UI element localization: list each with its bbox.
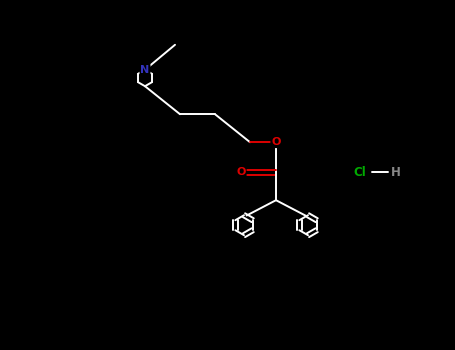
Text: O: O xyxy=(236,167,246,177)
Text: O: O xyxy=(271,137,281,147)
Text: H: H xyxy=(391,166,401,178)
Text: Cl: Cl xyxy=(354,166,366,178)
Text: N: N xyxy=(141,65,150,75)
